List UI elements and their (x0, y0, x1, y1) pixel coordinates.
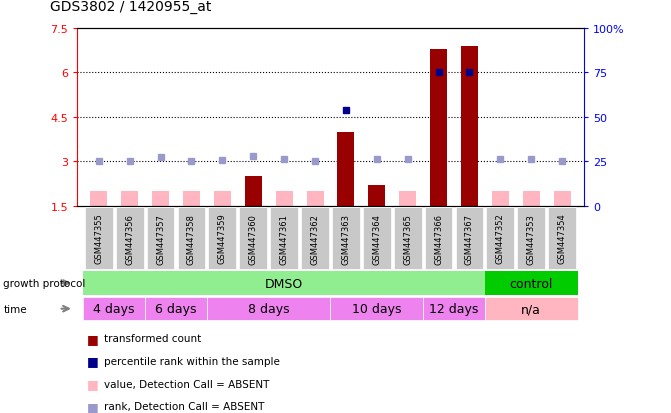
Bar (121, 192, 138, 206)
FancyBboxPatch shape (145, 297, 207, 320)
Text: ■: ■ (87, 400, 99, 413)
FancyBboxPatch shape (548, 208, 576, 269)
Bar (307, 192, 323, 206)
Bar (523, 192, 539, 206)
FancyBboxPatch shape (83, 272, 485, 295)
FancyBboxPatch shape (240, 208, 267, 269)
Text: GSM447365: GSM447365 (403, 213, 412, 264)
FancyBboxPatch shape (363, 208, 391, 269)
FancyBboxPatch shape (486, 208, 514, 269)
Text: rank, Detection Call = ABSENT: rank, Detection Call = ABSENT (104, 401, 264, 411)
Text: n/a: n/a (521, 302, 541, 316)
FancyBboxPatch shape (270, 208, 298, 269)
Text: value, Detection Call = ABSENT: value, Detection Call = ABSENT (104, 379, 269, 389)
Bar (554, 192, 570, 206)
Text: GSM447363: GSM447363 (342, 213, 350, 264)
Text: ■: ■ (87, 332, 99, 345)
Text: GSM447364: GSM447364 (372, 213, 381, 264)
Text: GSM447361: GSM447361 (280, 213, 289, 264)
Text: GSM447358: GSM447358 (187, 213, 196, 264)
FancyBboxPatch shape (394, 208, 421, 269)
FancyBboxPatch shape (116, 208, 144, 269)
Bar (399, 192, 416, 206)
Bar (214, 192, 231, 206)
FancyBboxPatch shape (301, 208, 329, 269)
Text: 6 days: 6 days (155, 302, 197, 316)
Text: 12 days: 12 days (429, 302, 478, 316)
FancyBboxPatch shape (423, 297, 485, 320)
Text: 8 days: 8 days (248, 302, 289, 316)
Text: DMSO: DMSO (265, 277, 303, 290)
Text: transformed count: transformed count (104, 333, 201, 343)
Text: GSM447359: GSM447359 (218, 213, 227, 264)
Text: growth protocol: growth protocol (3, 278, 86, 288)
Text: time: time (3, 304, 27, 314)
Bar (461, 47, 478, 207)
FancyBboxPatch shape (425, 208, 452, 269)
Bar (183, 192, 200, 206)
Text: 4 days: 4 days (93, 302, 135, 316)
FancyBboxPatch shape (485, 272, 578, 295)
Text: GSM447366: GSM447366 (434, 213, 443, 264)
FancyBboxPatch shape (207, 297, 331, 320)
Bar (245, 177, 262, 206)
Bar (338, 133, 354, 206)
FancyBboxPatch shape (517, 208, 545, 269)
FancyBboxPatch shape (332, 208, 360, 269)
Text: GDS3802 / 1420955_at: GDS3802 / 1420955_at (50, 0, 211, 14)
FancyBboxPatch shape (456, 208, 483, 269)
Text: GSM447357: GSM447357 (156, 213, 165, 264)
Text: ■: ■ (87, 377, 99, 390)
FancyBboxPatch shape (485, 297, 578, 320)
Text: control: control (509, 277, 553, 290)
FancyBboxPatch shape (331, 297, 423, 320)
FancyBboxPatch shape (85, 208, 113, 269)
Bar (368, 186, 385, 206)
FancyBboxPatch shape (147, 208, 174, 269)
Bar (430, 50, 447, 206)
Text: percentile rank within the sample: percentile rank within the sample (104, 356, 280, 366)
Text: GSM447352: GSM447352 (496, 213, 505, 264)
FancyBboxPatch shape (178, 208, 205, 269)
Text: GSM447367: GSM447367 (465, 213, 474, 264)
Text: GSM447360: GSM447360 (249, 213, 258, 264)
Text: 10 days: 10 days (352, 302, 401, 316)
Bar (492, 192, 509, 206)
Text: ■: ■ (87, 354, 99, 368)
FancyBboxPatch shape (209, 208, 236, 269)
Text: GSM447356: GSM447356 (125, 213, 134, 264)
Text: GSM447354: GSM447354 (558, 213, 566, 264)
FancyBboxPatch shape (83, 297, 145, 320)
Text: GSM447355: GSM447355 (95, 213, 103, 264)
Bar (152, 192, 169, 206)
Bar (276, 192, 293, 206)
Text: GSM447353: GSM447353 (527, 213, 535, 264)
Bar (91, 192, 107, 206)
Text: GSM447362: GSM447362 (311, 213, 319, 264)
